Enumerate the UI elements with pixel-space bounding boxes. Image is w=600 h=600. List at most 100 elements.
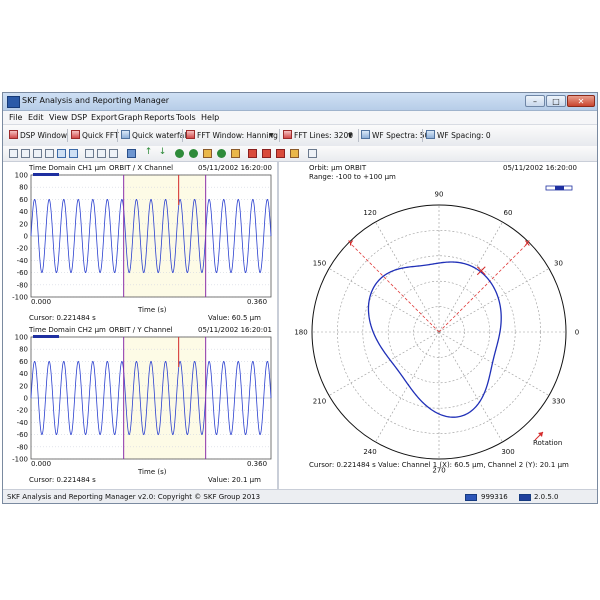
menu-view[interactable]: View	[49, 113, 68, 122]
wf-spectra-button[interactable]: WF Spectra: 50	[361, 128, 429, 143]
status-version: 2.0.5.0	[534, 493, 559, 501]
y-tick-label: -100	[12, 456, 28, 464]
orbit-spoke	[438, 331, 550, 396]
green-dot-icon[interactable]	[217, 149, 226, 158]
y-tick-label: -40	[17, 257, 28, 265]
maximize-button[interactable]: □	[546, 95, 566, 107]
fft-window-label: FFT Window: Hanning	[197, 131, 278, 140]
dsp-window-button[interactable]: DSP Window	[9, 128, 67, 143]
arrow-up-icon[interactable]: ↑	[144, 147, 153, 157]
dsp-window-label: DSP Window	[20, 131, 68, 140]
orbit-scroll-thumb	[555, 186, 564, 190]
tool-icon[interactable]	[262, 149, 271, 158]
close-button[interactable]: ✕	[567, 95, 595, 107]
zoom-icon[interactable]	[231, 149, 240, 158]
tool-icon[interactable]	[248, 149, 257, 158]
toolbar-separator	[182, 129, 183, 142]
y-tick-label: 80	[19, 184, 28, 192]
ch1-time-waveform[interactable]: 100 80 60 40 20 0 -20 -40 -60 -80 -100	[3, 172, 277, 322]
angle-label: 300	[501, 448, 514, 456]
waveform-series	[30, 198, 272, 274]
graph-view-icon[interactable]	[69, 149, 78, 158]
fft-window-icon	[186, 130, 195, 139]
arrow-down-icon[interactable]: ↓	[158, 147, 167, 157]
window-title: SKF Analysis and Reporting Manager	[22, 96, 170, 105]
menu-dsp[interactable]: DSP	[71, 113, 88, 122]
angle-label: 210	[313, 398, 326, 406]
ch1-title: Time Domain CH1 µm	[29, 164, 106, 172]
orbit-range: Range: -100 to +100 µm	[309, 173, 396, 181]
menu-export[interactable]: Export	[91, 113, 118, 122]
quick-waterfall-button[interactable]: Quick waterfall	[121, 128, 188, 143]
minimize-button[interactable]: –	[525, 95, 545, 107]
fft-lines-button[interactable]: FFT Lines: 3200	[283, 128, 353, 143]
menu-reports[interactable]: Reports	[144, 113, 175, 122]
menu-tools[interactable]: Tools	[176, 113, 196, 122]
orbit-spoke	[375, 331, 440, 443]
pane-splitter[interactable]	[277, 162, 279, 489]
graph-view-icon[interactable]	[57, 149, 66, 158]
y-tick-label: -40	[17, 419, 28, 427]
toolbar-separator	[422, 129, 423, 142]
rotation-arrow-icon	[538, 432, 543, 437]
wf-spacing-button[interactable]: WF Spacing: 0	[426, 128, 491, 143]
y-tick-label: 80	[19, 346, 28, 354]
tool-icon[interactable]	[290, 149, 299, 158]
graph-toolbar: ↑ ↓	[3, 146, 597, 162]
toolbar-separator	[117, 129, 118, 142]
orbit-date: 05/11/2002 16:20:00	[503, 164, 578, 172]
ch2-title: Time Domain CH2 µm	[29, 326, 106, 334]
wand-icon[interactable]	[203, 149, 212, 158]
menu-edit[interactable]: Edit	[28, 113, 44, 122]
quick-fft-button[interactable]: Quick FFT	[71, 128, 119, 143]
orbit-plot[interactable]: 90 60 30 0 330 300 270 240 210 180 150 120 X Y	[279, 182, 597, 475]
fft-window-dropdown-icon[interactable]: ▼	[269, 132, 274, 139]
ch1-xmin: 0.000	[31, 298, 52, 306]
menu-file[interactable]: File	[9, 113, 23, 122]
fft-lines-dropdown-icon[interactable]: ▼	[348, 132, 353, 139]
y-tick-label: -60	[17, 431, 28, 439]
angle-label: 330	[552, 398, 565, 406]
waveform-series	[30, 360, 272, 436]
menu-graph[interactable]: Graph	[118, 113, 143, 122]
orbit-spoke	[438, 221, 503, 333]
status-copyright: SKF Analysis and Reporting Manager v2.0:…	[7, 493, 261, 501]
orbit-ring	[387, 280, 491, 384]
app-icon	[7, 96, 20, 108]
ch1-xmax: 0.360	[247, 298, 268, 306]
ch2-time-waveform[interactable]: 100 80 60 40 20 0 -20 -40 -60 -80 -100	[3, 334, 277, 484]
tool-icon[interactable]	[276, 149, 285, 158]
menu-bar: File Edit View DSP Export Graph Reports …	[3, 111, 597, 124]
angle-label: 150	[313, 260, 326, 268]
ch1-channel: ORBIT / X Channel	[109, 164, 174, 172]
green-dot-icon[interactable]	[175, 149, 184, 158]
graph-view-icon[interactable]	[85, 149, 94, 158]
angle-label: 60	[504, 209, 513, 217]
y-tick-label: 60	[19, 196, 28, 204]
graph-view-icon[interactable]	[45, 149, 54, 158]
green-dot-icon[interactable]	[189, 149, 198, 158]
graph-view-icon[interactable]	[109, 149, 118, 158]
angle-label: 180	[294, 329, 307, 337]
y-tick-label: -20	[17, 245, 28, 253]
toolbar-separator	[279, 129, 280, 142]
y-tick-label: 100	[15, 172, 28, 180]
graph-tool-icon[interactable]	[127, 149, 136, 158]
graph-view-icon[interactable]	[21, 149, 30, 158]
y-tick-label: -80	[17, 281, 28, 289]
status-bar: SKF Analysis and Reporting Manager v2.0:…	[3, 489, 597, 503]
graph-view-icon[interactable]	[33, 149, 42, 158]
settings-icon[interactable]	[308, 149, 317, 158]
graph-view-icon[interactable]	[97, 149, 106, 158]
graph-view-icon[interactable]	[9, 149, 18, 158]
ch2-xlabel: Time (s)	[138, 468, 167, 476]
y-tick-label: 40	[19, 208, 28, 216]
fft-window-button[interactable]: FFT Window: Hanning	[186, 128, 278, 143]
y-tick-label: 20	[19, 382, 28, 390]
scroll-thumb	[33, 335, 59, 338]
graph-area: Time Domain CH1 µm ORBIT / X Channel 05/…	[3, 162, 597, 489]
dsp-window-icon	[9, 130, 18, 139]
menu-help[interactable]: Help	[201, 113, 220, 122]
fft-lines-label: FFT Lines: 3200	[294, 131, 353, 140]
